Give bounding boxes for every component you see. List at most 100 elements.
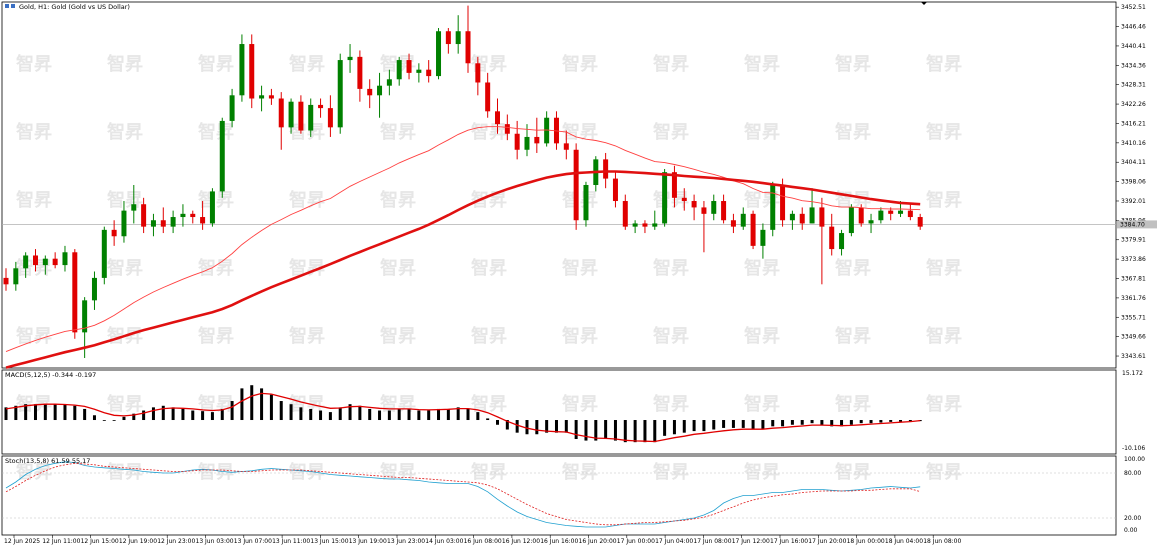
candle-body [711, 201, 717, 214]
price-tick-label: 3422.26 [1121, 101, 1146, 108]
macd-bar [73, 405, 77, 421]
macd-bar [446, 408, 450, 421]
macd-bar [869, 420, 873, 424]
candle-body [23, 255, 29, 269]
macd-bar [466, 408, 470, 421]
macd-bar [564, 420, 568, 433]
candle-body [829, 226, 835, 250]
watermark-text: 智昇 [289, 325, 325, 347]
time-label: 12 Jun 23:00 [157, 538, 195, 545]
macd-bar [407, 408, 411, 421]
watermark-text: 智昇 [744, 121, 780, 143]
macd-bar [771, 420, 775, 427]
watermark-text: 智昇 [107, 257, 143, 279]
candle-body [858, 207, 864, 224]
time-label: 12 Jun 19:00 [119, 538, 157, 545]
macd-bar [781, 420, 785, 427]
candle-body [907, 210, 913, 218]
candle-body [121, 210, 127, 237]
time-label: 16 Jun 16:00 [540, 538, 578, 545]
macd-bar [387, 410, 391, 421]
candle-body [386, 79, 392, 86]
macd-bar [879, 420, 883, 423]
macd-bar [594, 420, 598, 441]
macd-bar [653, 420, 657, 443]
macd-bar [161, 405, 165, 421]
watermark-text: 智昇 [289, 461, 325, 483]
macd-bar [486, 418, 490, 421]
candle-body [642, 223, 648, 227]
watermark-text: 智昇 [653, 257, 689, 279]
candle-body [82, 300, 88, 333]
watermark-text: 智昇 [835, 257, 871, 279]
candle-body [200, 217, 206, 224]
watermark-text: 智昇 [198, 189, 234, 211]
macd-bar [761, 420, 765, 430]
candle-body [131, 204, 137, 211]
candle-body [111, 229, 117, 237]
candle-body [622, 201, 628, 227]
macd-bar [122, 416, 126, 421]
watermark-text: 智昇 [926, 53, 962, 75]
macd-bar [515, 420, 519, 433]
candle-body [436, 31, 442, 77]
stoch-main-line [5, 461, 921, 528]
macd-bar [210, 412, 214, 421]
candle-body [160, 220, 166, 227]
watermark-text: 智昇 [471, 189, 507, 211]
macd-bar [191, 410, 195, 421]
macd-bar [112, 420, 116, 421]
watermark-text: 智昇 [835, 121, 871, 143]
watermark-text: 智昇 [653, 53, 689, 75]
price-panel [1, 1, 1117, 369]
macd-bar [230, 401, 234, 421]
ma-fast-line [5, 126, 921, 353]
candle-body [239, 44, 245, 96]
candle-body [327, 108, 333, 128]
watermark-text: 智昇 [198, 257, 234, 279]
shift-marker-icon[interactable] [921, 2, 927, 5]
price-tick-label: 3428.31 [1121, 82, 1146, 89]
time-label: 12 Jun 2025 [4, 538, 40, 545]
watermark-text: 智昇 [16, 121, 52, 143]
price-tick-label: 3398.06 [1121, 179, 1146, 186]
time-label: 16 Jun 12:00 [502, 538, 540, 545]
macd-bar [830, 420, 834, 427]
chart-menu-icon[interactable] [5, 4, 9, 8]
macd-bar [92, 415, 96, 421]
macd-bar [4, 407, 8, 421]
macd-bar [702, 420, 706, 432]
macd-bar [849, 420, 853, 425]
candle-body [62, 252, 68, 266]
candle-body [544, 117, 550, 144]
candle-body [180, 213, 186, 218]
candle-body [278, 98, 284, 128]
macd-bar [682, 420, 686, 433]
macd-signal-line [5, 392, 921, 443]
price-tick-label: 3343.61 [1121, 353, 1146, 360]
watermark-text: 智昇 [835, 461, 871, 483]
macd-bar [554, 420, 558, 433]
time-label: 12 Jun 11:00 [42, 538, 80, 545]
price-tick-label: 3446.46 [1121, 24, 1146, 31]
candle-body [721, 201, 727, 221]
chart-menu-icon[interactable] [11, 4, 15, 8]
candle-body [367, 88, 373, 96]
macd-bar [24, 404, 28, 421]
watermark-text: 智昇 [562, 257, 598, 279]
time-label: 17 Jun 04:00 [655, 538, 693, 545]
price-tick-label: 3452.51 [1121, 4, 1146, 11]
candle-body [780, 185, 786, 221]
candle-body [495, 111, 500, 125]
macd-bar [151, 407, 155, 421]
candle-body [750, 213, 756, 246]
candle-body [249, 44, 255, 99]
macd-bar [722, 420, 726, 428]
watermark-text: 智昇 [744, 53, 780, 75]
stoch-signal-line [5, 462, 921, 526]
candle-body [848, 207, 854, 234]
macd-bar [427, 410, 431, 421]
stoch-label: Stoch(13,5,8) 61.59 55.17 [5, 457, 90, 465]
watermark-text: 智昇 [562, 325, 598, 347]
macd-bar [171, 407, 175, 421]
